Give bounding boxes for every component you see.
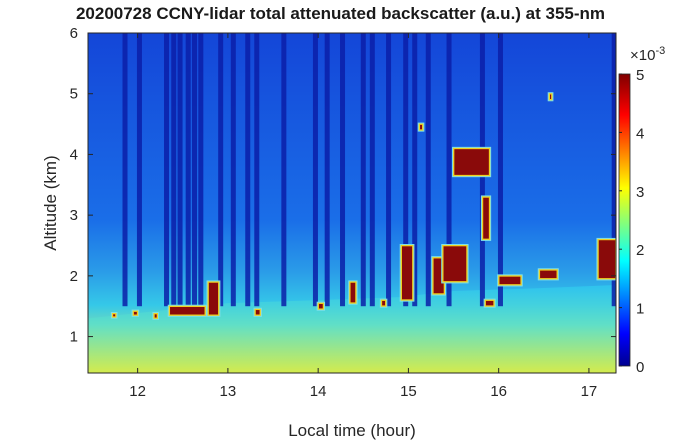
chart-title: 20200728 CCNY-lidar total attenuated bac… [75, 4, 606, 23]
shadow-column-3 [171, 33, 177, 307]
x-axis-label: Local time (hour) [288, 421, 416, 440]
cloud-core-10 [433, 258, 444, 294]
shadow-column-24 [497, 33, 503, 307]
cloud-core-13 [483, 197, 489, 239]
shadow-column-7 [198, 33, 204, 307]
shadow-column-9 [230, 33, 236, 307]
y-tick-label-2: 2 [70, 268, 78, 285]
x-tick-label-16: 16 [490, 383, 507, 400]
cloud-core-14 [485, 300, 494, 306]
cloud-core-2 [154, 314, 157, 318]
cb-tick-label-3: 3 [636, 184, 644, 201]
shadow-column-15 [340, 33, 346, 307]
cloud-core-4 [208, 282, 219, 315]
colorbar-ticks: 0 1 2 3 4 5 [619, 67, 644, 376]
shadow-column-2 [164, 33, 170, 307]
shadow-column-4 [177, 33, 183, 307]
shadow-column-13 [312, 33, 318, 307]
shadow-column-5 [185, 33, 191, 307]
shadow-column-1 [136, 33, 142, 307]
cloud-core-6 [318, 303, 323, 309]
shadow-column-18 [386, 33, 392, 307]
plot-frame [87, 32, 617, 374]
shadow-column-25 [611, 33, 616, 307]
shadow-column-12 [281, 33, 287, 307]
shadow-column-16 [360, 33, 366, 307]
x-tick-label-12: 12 [129, 383, 146, 400]
y-tick-label-6: 6 [70, 25, 78, 42]
x-tick-label-17: 17 [581, 383, 598, 400]
cb-tick-label-2: 2 [636, 242, 644, 259]
x-tick-label-13: 13 [220, 383, 237, 400]
shadow-column-20 [412, 33, 418, 307]
cb-tick-label-1: 1 [636, 301, 644, 318]
shadow-column-19 [403, 33, 409, 307]
cloud-core-16 [540, 270, 557, 279]
cloud-core-3 [170, 307, 205, 315]
colorbar-exponent: ×10-3 [630, 45, 665, 64]
shadow-column-0 [122, 33, 128, 307]
x-axis: 12 13 14 15 16 17 [129, 33, 597, 400]
y-axis: 1 2 3 4 5 6 [70, 25, 616, 346]
cloud-core-17 [598, 240, 616, 279]
y-tick-label-3: 3 [70, 207, 78, 224]
cb-tick-label-4: 4 [636, 125, 644, 142]
x-tick-label-14: 14 [310, 383, 327, 400]
cb-tick-label-5: 5 [636, 67, 644, 84]
cloud-core-11 [443, 246, 467, 282]
cb-tick-label-0: 0 [636, 359, 644, 376]
cloud-core-5 [255, 310, 260, 315]
x-tick-label-15: 15 [400, 383, 417, 400]
y-axis-label: Altitude (km) [41, 155, 60, 250]
cloud-core-7 [350, 282, 356, 303]
y-tick-label-1: 1 [70, 329, 78, 346]
shadow-column-10 [245, 33, 251, 307]
cloud-core-0 [113, 314, 116, 317]
shadow-column-21 [425, 33, 431, 307]
cloud-core-8 [382, 300, 386, 306]
shadow-column-22 [446, 33, 452, 307]
shadow-column-6 [192, 33, 198, 307]
shadow-column-14 [324, 33, 330, 307]
colorbar [618, 73, 631, 367]
cloud-features [110, 92, 616, 320]
shadow-column-17 [369, 33, 375, 307]
shadow-column-8 [218, 33, 224, 307]
cloud-core-9 [401, 246, 413, 300]
cloud-core-19 [550, 94, 552, 99]
y-tick-label-4: 4 [70, 146, 78, 163]
cloud-core-15 [499, 276, 521, 285]
shadow-columns [122, 33, 616, 307]
cloud-core-12 [454, 149, 489, 175]
shadow-column-11 [254, 33, 260, 307]
cloud-core-18 [420, 124, 423, 130]
cloud-core-1 [133, 311, 137, 315]
y-tick-label-5: 5 [70, 86, 78, 103]
